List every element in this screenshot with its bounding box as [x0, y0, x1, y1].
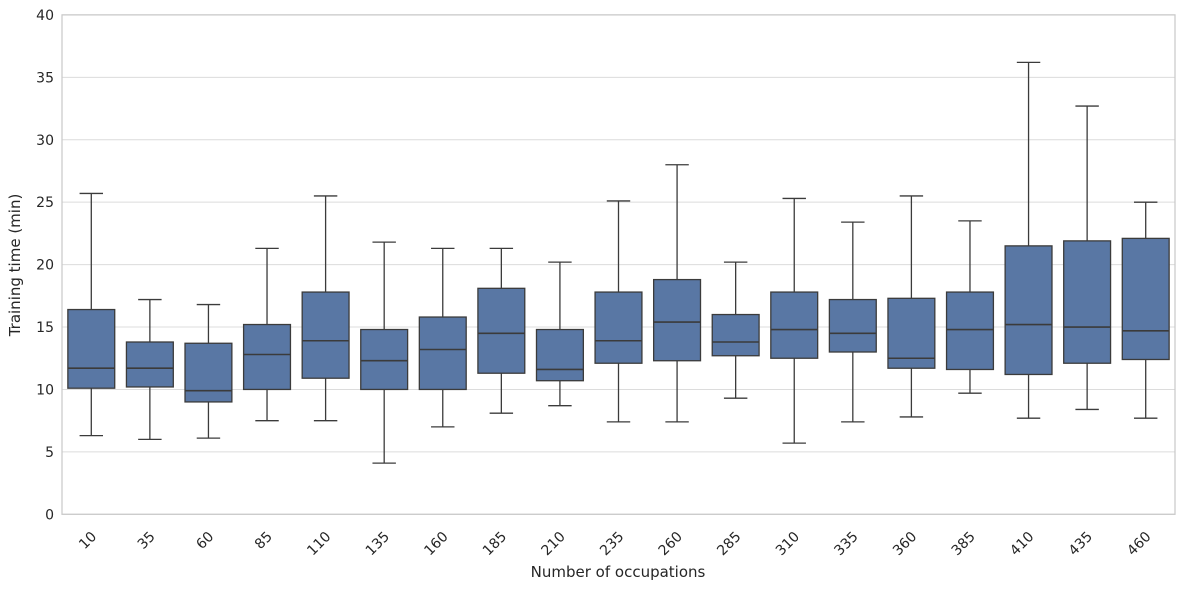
x-tick-label: 10	[76, 529, 100, 553]
box-group-410	[1004, 61, 1053, 419]
box-group-210	[535, 261, 585, 407]
x-tick-label: 210	[539, 529, 569, 559]
x-tick-label: 335	[831, 529, 861, 559]
iqr-box	[184, 342, 233, 403]
box-group-360	[887, 195, 936, 418]
box-group-335	[828, 221, 877, 423]
y-tick-labels: 0 5 10 15 20 25 30 35 40	[36, 8, 54, 523]
x-tick-labels: 10 35 60 85 110 135 160 185 210 235 260 285 310 335 36…	[76, 529, 1154, 559]
box-group-260	[652, 164, 702, 423]
y-axis-title: Training time (min)	[6, 194, 24, 338]
x-tick-label: 385	[949, 529, 979, 559]
iqr-box	[770, 291, 819, 359]
x-tick-label: 360	[890, 529, 920, 559]
x-tick-label: 185	[480, 529, 510, 559]
axes-frame	[61, 14, 1176, 515]
iqr-box	[535, 328, 585, 382]
iqr-box	[1063, 240, 1112, 364]
iqr-box	[711, 313, 760, 357]
iqr-box	[1121, 237, 1170, 361]
x-tick-label: 410	[1007, 529, 1037, 559]
box-layer	[67, 61, 1170, 464]
box-group-135	[360, 241, 409, 464]
x-tick-label: 60	[193, 529, 217, 553]
box-group-85	[242, 247, 292, 422]
y-tick-label: 5	[45, 445, 54, 461]
iqr-box	[828, 298, 877, 353]
iqr-box	[360, 328, 409, 391]
iqr-box	[125, 341, 174, 388]
box-group-285	[711, 261, 760, 399]
y-tick-label: 10	[36, 382, 54, 398]
box-group-60	[184, 303, 233, 439]
x-tick-label: 310	[773, 529, 803, 559]
spine-layer	[61, 14, 1176, 515]
box-group-185	[477, 247, 526, 414]
y-tick-label: 30	[36, 133, 54, 149]
x-tick-label: 85	[252, 529, 276, 553]
iqr-box	[477, 287, 526, 374]
x-tick-label: 35	[135, 529, 159, 553]
iqr-box	[1004, 245, 1053, 376]
x-tick-label: 110	[304, 529, 334, 559]
y-tick-label: 35	[36, 70, 54, 86]
y-tick-label: 0	[45, 507, 54, 523]
box-group-435	[1063, 105, 1112, 411]
iqr-box	[594, 291, 643, 364]
iqr-box	[242, 323, 292, 391]
y-tick-label: 15	[36, 320, 54, 336]
iqr-box	[945, 291, 995, 371]
iqr-box	[67, 308, 116, 389]
box-group-10	[67, 192, 116, 437]
box-group-235	[594, 200, 643, 423]
iqr-box	[301, 291, 350, 379]
x-tick-label: 460	[1124, 529, 1154, 559]
box-group-35	[125, 298, 174, 441]
x-tick-label: 135	[363, 529, 393, 559]
box-group-460	[1121, 201, 1170, 419]
y-tick-label: 40	[36, 8, 54, 24]
y-tick-label: 25	[36, 195, 54, 211]
iqr-box	[652, 278, 702, 362]
box-group-160	[418, 247, 467, 428]
box-group-385	[945, 220, 995, 394]
x-tick-label: 285	[714, 529, 744, 559]
box-group-310	[770, 197, 819, 444]
x-tick-label: 235	[597, 529, 627, 559]
iqr-box	[418, 316, 467, 391]
x-axis-title: Number of occupations	[531, 563, 706, 581]
iqr-box	[887, 297, 936, 369]
box-group-110	[301, 195, 350, 422]
x-tick-label: 435	[1066, 529, 1096, 559]
x-tick-label: 160	[421, 529, 451, 559]
x-tick-label: 260	[656, 529, 686, 559]
y-tick-label: 20	[36, 258, 54, 274]
